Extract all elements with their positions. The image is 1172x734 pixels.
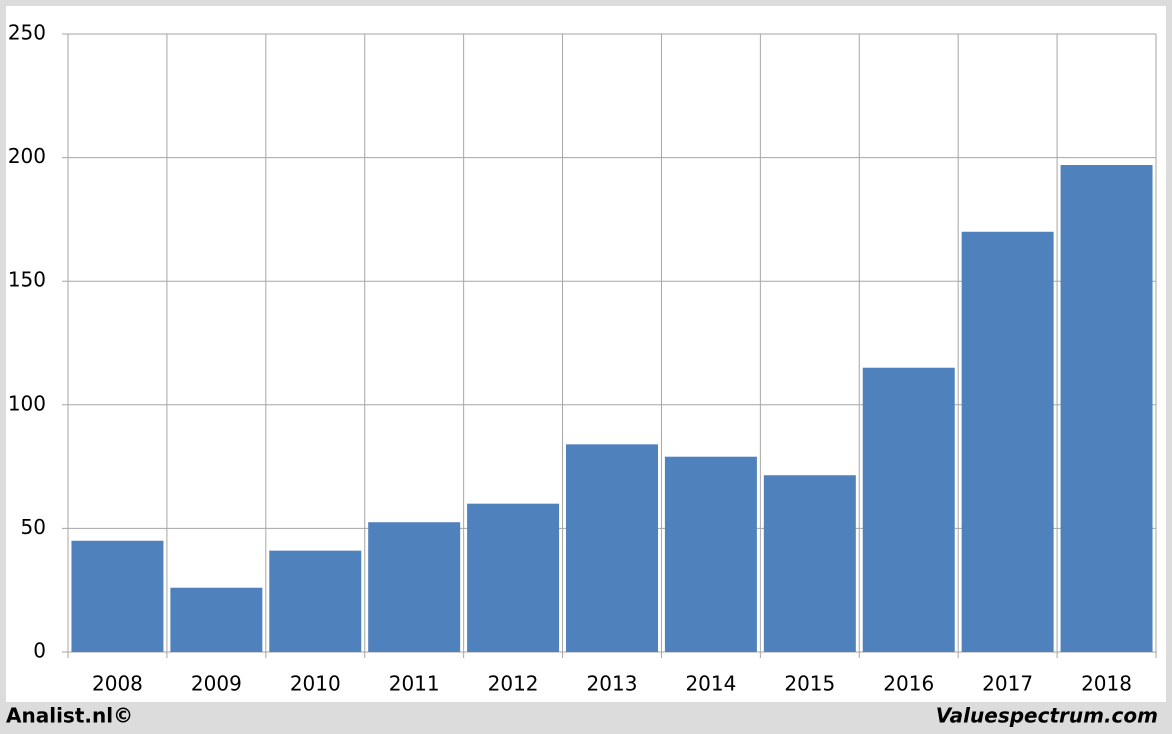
x-tick-label: 2016: [883, 672, 934, 696]
bar: [71, 540, 164, 652]
footer-right: Valuespectrum.com: [936, 704, 1158, 728]
bar: [862, 367, 955, 652]
bar: [170, 587, 263, 652]
y-tick-label: 200: [8, 144, 46, 168]
bar: [467, 503, 560, 652]
bar: [961, 231, 1054, 652]
footer-left: Analist.nl©: [6, 704, 133, 728]
x-tick-label: 2013: [587, 672, 638, 696]
bar: [1060, 165, 1153, 653]
y-tick-label: 150: [8, 268, 46, 292]
y-tick-label: 100: [8, 391, 46, 415]
x-tick-label: 2010: [290, 672, 341, 696]
x-tick-label: 2009: [191, 672, 242, 696]
y-tick-label: 50: [21, 515, 46, 539]
bar: [566, 444, 658, 652]
bar: [664, 456, 757, 652]
x-tick-label: 2017: [982, 672, 1033, 696]
bar: [368, 522, 461, 652]
x-tick-label: 2008: [92, 672, 143, 696]
x-tick-label: 2012: [488, 672, 539, 696]
x-tick-label: 2011: [389, 672, 440, 696]
x-tick-label: 2018: [1081, 672, 1132, 696]
x-tick-label: 2015: [784, 672, 835, 696]
y-tick-label: 250: [8, 21, 46, 45]
bar: [269, 550, 362, 652]
x-tick-label: 2014: [685, 672, 736, 696]
bar: [763, 475, 856, 652]
y-tick-label: 0: [33, 639, 46, 663]
